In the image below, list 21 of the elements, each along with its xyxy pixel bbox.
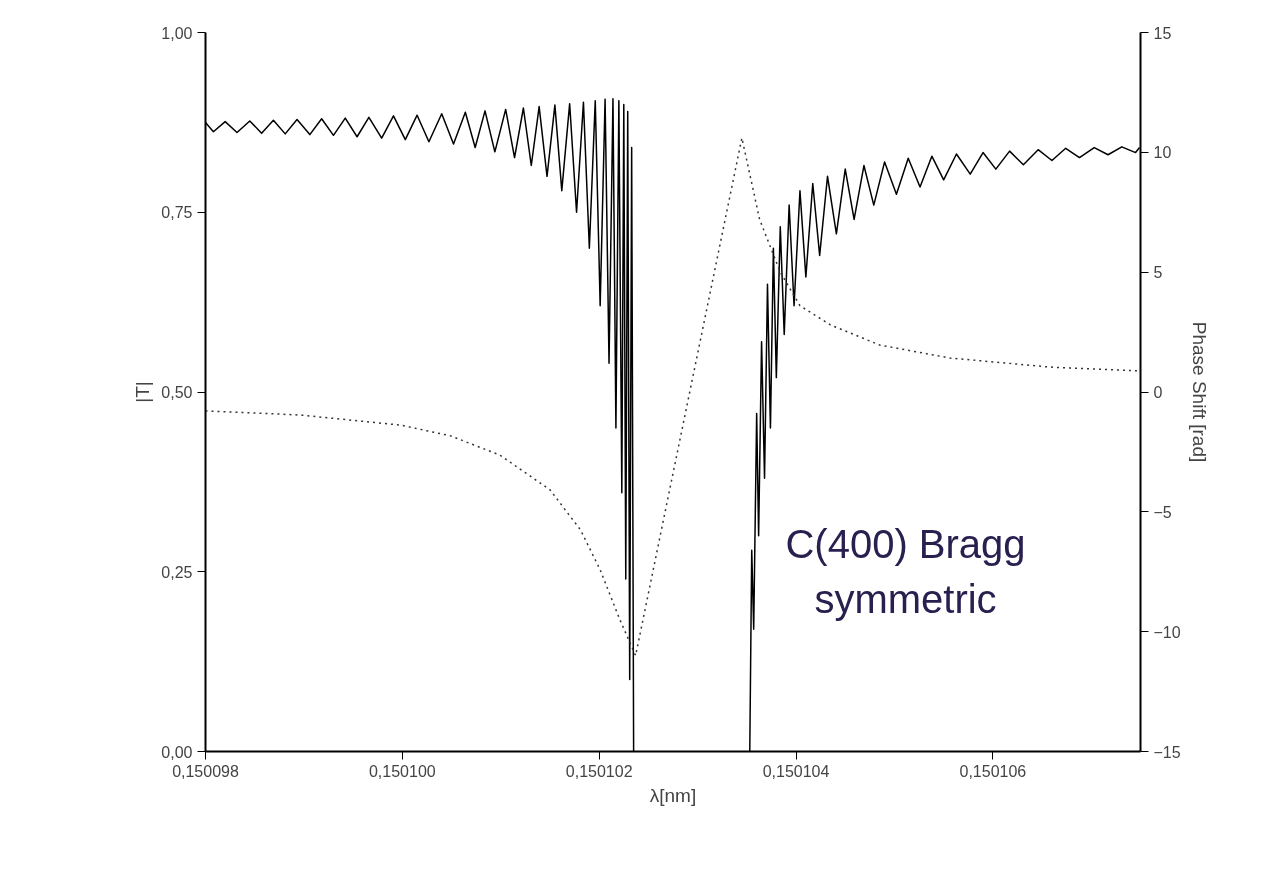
y2-tick-label: −15 [1153, 743, 1181, 761]
x-tick-label: 0,150102 [565, 762, 633, 780]
x-tick-label: 0,150106 [959, 762, 1027, 780]
y-tick-label: 0,50 [161, 384, 193, 401]
x-tick-label: 0,150098 [172, 762, 239, 780]
y-tick-label: 1,00 [161, 24, 193, 42]
y2-axis-title: Phase Shift [rad] [1188, 321, 1210, 463]
y-tick-label: 0,25 [161, 563, 193, 581]
annotation: C(400) Bragg symmetric [785, 522, 1026, 621]
x-axis-title: λ[nm] [649, 784, 697, 806]
y2-tick-label: −10 [1153, 623, 1181, 641]
x-tick-label: 0,150104 [762, 762, 830, 780]
y-tick-label: 0,75 [161, 204, 193, 222]
y2-tick-label: −5 [1153, 503, 1172, 521]
y2-tick-label: 15 [1153, 24, 1172, 42]
y-axis-title: |T| [132, 381, 154, 403]
y2-tick-label: 0 [1153, 384, 1163, 401]
y2-tick-label: 10 [1153, 144, 1172, 162]
x-tick-label: 0,150100 [368, 762, 436, 780]
y-tick-label: 0,00 [161, 743, 193, 761]
y2-tick-label: 5 [1153, 264, 1163, 282]
